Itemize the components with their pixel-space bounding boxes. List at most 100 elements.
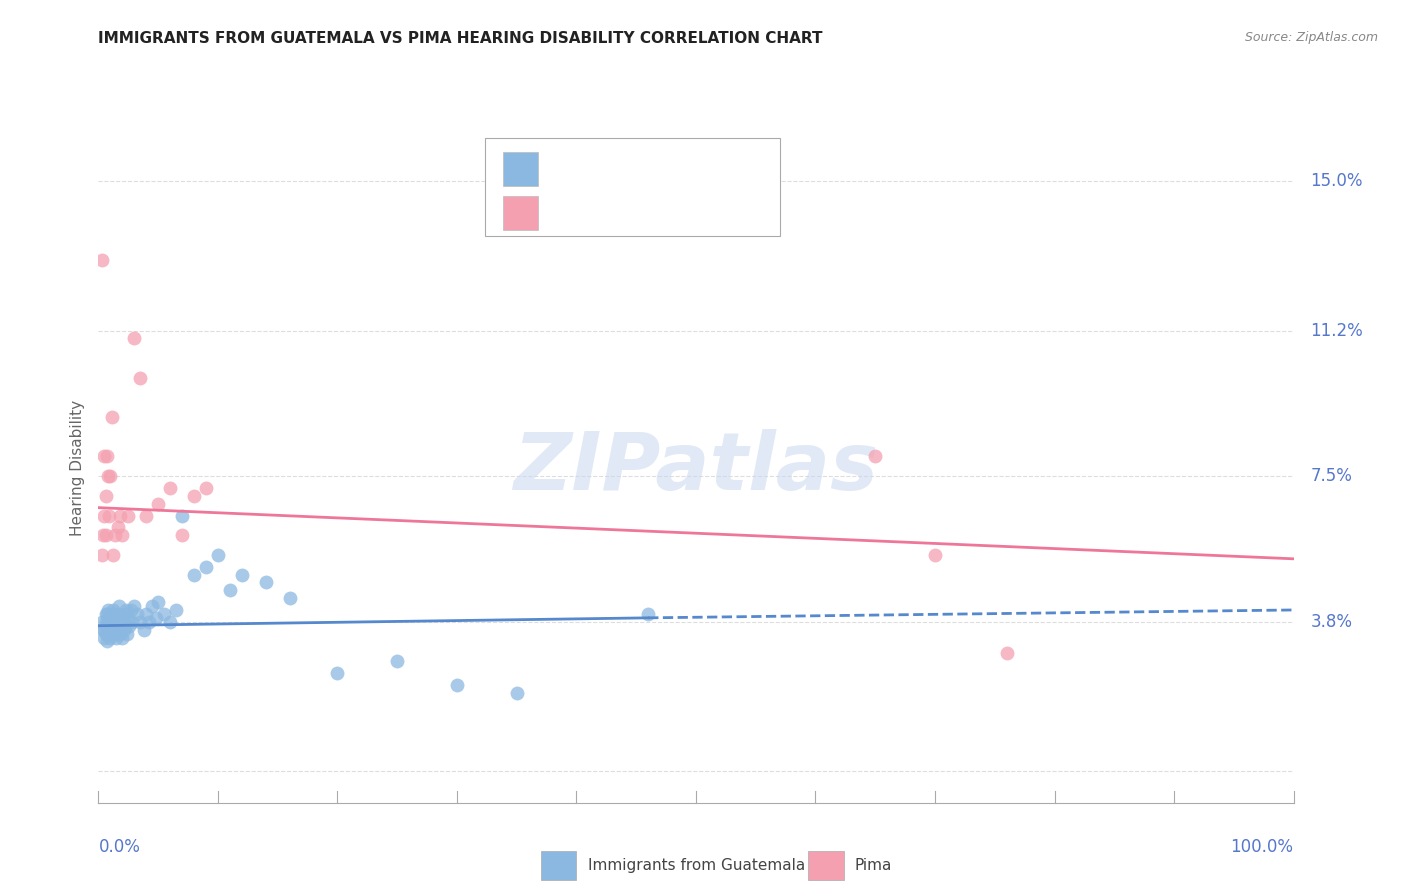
Point bbox=[94, 615, 117, 629]
Point bbox=[108, 508, 131, 523]
Point bbox=[124, 599, 146, 613]
Point bbox=[104, 623, 127, 637]
Point bbox=[114, 618, 136, 632]
Point bbox=[159, 615, 181, 629]
Point bbox=[194, 481, 217, 495]
Point bbox=[94, 528, 117, 542]
Point bbox=[132, 623, 155, 637]
Point bbox=[91, 548, 114, 562]
Point bbox=[98, 508, 121, 523]
Text: R = -0.125: R = -0.125 bbox=[550, 206, 636, 220]
Text: N = 70: N = 70 bbox=[662, 161, 723, 176]
Point bbox=[124, 331, 146, 345]
Point bbox=[98, 611, 121, 625]
Point bbox=[97, 615, 120, 629]
Point bbox=[107, 618, 129, 632]
Point bbox=[93, 450, 115, 464]
Point bbox=[101, 603, 124, 617]
Point bbox=[112, 623, 135, 637]
Point bbox=[172, 528, 194, 542]
Point bbox=[93, 623, 115, 637]
Point bbox=[108, 611, 131, 625]
Point bbox=[129, 615, 152, 629]
Point bbox=[96, 634, 118, 648]
Point bbox=[98, 469, 122, 483]
Text: Pima: Pima bbox=[855, 858, 893, 872]
Point bbox=[148, 595, 170, 609]
Point bbox=[103, 626, 125, 640]
Text: 11.2%: 11.2% bbox=[1310, 321, 1364, 340]
Point bbox=[105, 615, 128, 629]
Point bbox=[637, 607, 659, 621]
Point bbox=[278, 591, 301, 606]
Text: Source: ZipAtlas.com: Source: ZipAtlas.com bbox=[1244, 31, 1378, 45]
Text: 7.5%: 7.5% bbox=[1310, 467, 1353, 485]
Point bbox=[115, 603, 138, 617]
Point bbox=[129, 371, 152, 385]
Text: IMMIGRANTS FROM GUATEMALA VS PIMA HEARING DISABILITY CORRELATION CHART: IMMIGRANTS FROM GUATEMALA VS PIMA HEARIN… bbox=[98, 31, 823, 46]
Point bbox=[104, 528, 127, 542]
Point bbox=[159, 481, 181, 495]
Point bbox=[103, 611, 125, 625]
Point bbox=[194, 559, 217, 574]
Point bbox=[105, 631, 128, 645]
Text: N = 29: N = 29 bbox=[662, 206, 723, 220]
Text: R =  0.064: R = 0.064 bbox=[550, 161, 636, 176]
Point bbox=[104, 607, 127, 621]
Point bbox=[117, 611, 139, 625]
Point bbox=[108, 626, 131, 640]
Point bbox=[100, 607, 122, 621]
Point bbox=[91, 623, 114, 637]
Point bbox=[101, 548, 124, 562]
Point bbox=[135, 607, 157, 621]
Point bbox=[118, 618, 141, 632]
Point bbox=[506, 685, 529, 699]
Point bbox=[995, 646, 1018, 660]
Point bbox=[121, 615, 143, 629]
Point bbox=[107, 520, 129, 534]
Point bbox=[148, 497, 170, 511]
Point bbox=[98, 623, 121, 637]
Point bbox=[107, 599, 129, 613]
Text: 100.0%: 100.0% bbox=[1230, 838, 1294, 856]
Point bbox=[97, 469, 120, 483]
Text: Immigrants from Guatemala: Immigrants from Guatemala bbox=[588, 858, 806, 872]
Point bbox=[100, 623, 122, 637]
Point bbox=[94, 489, 117, 503]
Point bbox=[94, 626, 117, 640]
Point bbox=[326, 665, 349, 680]
Point bbox=[91, 615, 114, 629]
Point bbox=[231, 567, 253, 582]
Point bbox=[135, 508, 157, 523]
Point bbox=[117, 508, 139, 523]
Point bbox=[111, 631, 134, 645]
Point bbox=[153, 607, 176, 621]
Point bbox=[93, 631, 115, 645]
Point bbox=[98, 615, 122, 629]
Point bbox=[96, 450, 118, 464]
Point bbox=[96, 618, 118, 632]
Point bbox=[111, 615, 134, 629]
Text: ZIPatlas: ZIPatlas bbox=[513, 429, 879, 508]
Point bbox=[114, 607, 136, 621]
Point bbox=[110, 618, 132, 632]
Y-axis label: Hearing Disability: Hearing Disability bbox=[69, 401, 84, 536]
Point bbox=[91, 252, 114, 267]
Point bbox=[96, 607, 118, 621]
Point bbox=[141, 599, 163, 613]
Point bbox=[446, 678, 468, 692]
Point bbox=[254, 575, 277, 590]
Point bbox=[107, 623, 129, 637]
Point bbox=[115, 626, 138, 640]
Point bbox=[165, 603, 187, 617]
Text: 3.8%: 3.8% bbox=[1310, 613, 1353, 631]
Point bbox=[172, 508, 194, 523]
Point bbox=[91, 528, 114, 542]
Point bbox=[120, 603, 142, 617]
Point bbox=[97, 603, 120, 617]
Point bbox=[111, 528, 134, 542]
Point bbox=[125, 607, 148, 621]
Point bbox=[97, 626, 120, 640]
Point bbox=[138, 615, 160, 629]
Point bbox=[93, 508, 115, 523]
